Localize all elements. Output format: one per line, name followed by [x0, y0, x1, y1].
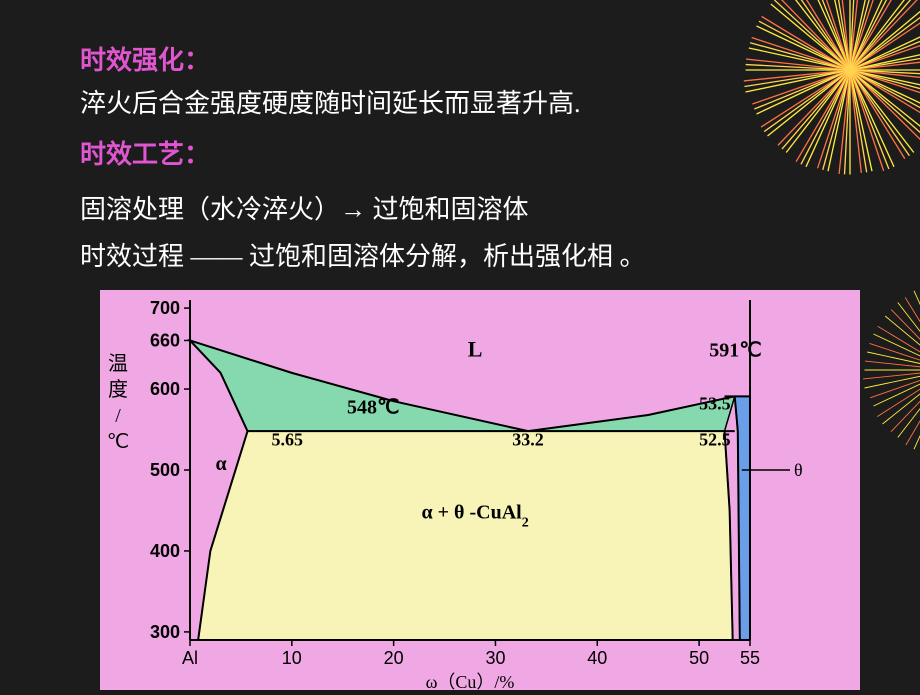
svg-text:10: 10: [282, 648, 302, 668]
svg-text:θ: θ: [794, 460, 803, 480]
svg-text:55: 55: [740, 648, 760, 668]
svg-text:L: L: [468, 337, 483, 362]
text-content: 时效强化： 淬火后合金强度硬度随时间延长而显著升高. 时效工艺： 固溶处理（水冷…: [80, 40, 880, 273]
svg-text:500: 500: [150, 460, 180, 480]
svg-text:33.2: 33.2: [512, 430, 544, 450]
heading-aging-strengthening: 时效强化：: [80, 40, 880, 77]
svg-text:591℃: 591℃: [709, 340, 761, 362]
svg-text:度: 度: [108, 378, 128, 401]
svg-text:548℃: 548℃: [347, 396, 399, 418]
desc-aging-strengthening: 淬火后合金强度硬度随时间延长而显著升高.: [80, 83, 880, 120]
svg-text:53.5: 53.5: [699, 393, 731, 413]
svg-text:ω（Cu）/%: ω（Cu）/%: [426, 672, 515, 690]
svg-text:660: 660: [150, 330, 180, 350]
svg-text:/: /: [115, 405, 121, 427]
desc-solution-treatment: 固溶处理（水冷淬火）→ 过饱和固溶体: [80, 189, 880, 226]
heading-aging-process: 时效工艺：: [80, 134, 880, 171]
svg-text:α: α: [215, 453, 226, 475]
svg-text:600: 600: [150, 379, 180, 399]
svg-text:30: 30: [485, 648, 505, 668]
svg-text:温: 温: [108, 352, 128, 375]
svg-text:300: 300: [150, 622, 180, 642]
phase-diagram-chart: 300 400 500 600 660 700 Al 10 20 30 40 50 55 ω（Cu）/% 温…: [100, 290, 860, 690]
svg-text:700: 700: [150, 298, 180, 318]
desc-aging-process: 时效过程 —— 过饱和固溶体分解，析出强化相 。: [80, 236, 880, 273]
svg-text:50: 50: [689, 648, 709, 668]
svg-text:40: 40: [587, 648, 607, 668]
svg-text:5.65: 5.65: [271, 430, 303, 450]
svg-text:20: 20: [384, 648, 404, 668]
svg-text:52.5: 52.5: [699, 430, 731, 450]
svg-text:400: 400: [150, 541, 180, 561]
svg-text:℃: ℃: [107, 431, 129, 453]
svg-text:Al: Al: [182, 648, 198, 668]
